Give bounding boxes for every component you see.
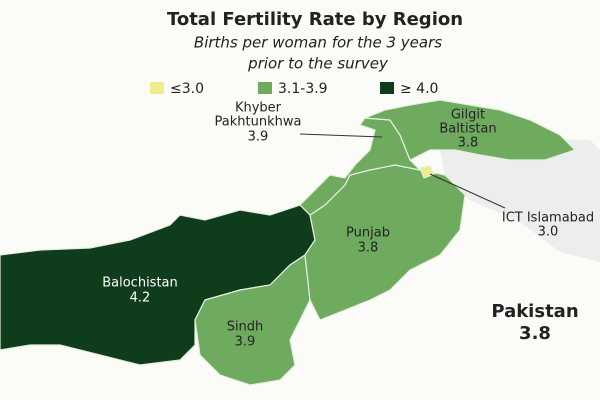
- region-ict: [419, 165, 435, 179]
- leader-line: [299, 133, 383, 138]
- legend-swatch: [150, 82, 164, 94]
- legend-label: 3.1-3.9: [278, 81, 328, 97]
- national-name: Pakistan: [491, 301, 578, 322]
- subtitle: Births per woman for the 3 years: [194, 34, 442, 52]
- neighbor-area: [440, 138, 600, 262]
- legend-swatch: [380, 82, 394, 94]
- region-gilgit: [364, 99, 577, 161]
- title: Total Fertility Rate by Region: [167, 9, 463, 30]
- region-name: Baltistan: [439, 122, 496, 137]
- subtitle: prior to the survey: [247, 55, 389, 73]
- region-value: 3.0: [538, 225, 559, 240]
- region-value: 3.9: [248, 130, 269, 145]
- region-name: Pakhtunkhwa: [215, 115, 302, 130]
- region-value: 3.8: [458, 136, 479, 151]
- region-name: Balochistan: [102, 276, 178, 291]
- region-value: 4.2: [130, 291, 151, 306]
- legend-label: ≥ 4.0: [400, 81, 438, 97]
- region-name: ICT Islamabad: [502, 211, 594, 226]
- legend-label: ≤3.0: [170, 81, 204, 97]
- legend-swatch: [258, 82, 272, 94]
- national-value: 3.8: [519, 323, 551, 344]
- leader-line: [429, 173, 506, 209]
- region-name: Punjab: [346, 226, 390, 241]
- region-name: Khyber: [235, 101, 282, 116]
- region-name: Gilgit: [451, 108, 485, 123]
- region-name: Sindh: [227, 320, 264, 335]
- region-sindh: [194, 253, 311, 386]
- region-value: 3.9: [235, 335, 256, 350]
- region-value: 3.8: [358, 241, 379, 256]
